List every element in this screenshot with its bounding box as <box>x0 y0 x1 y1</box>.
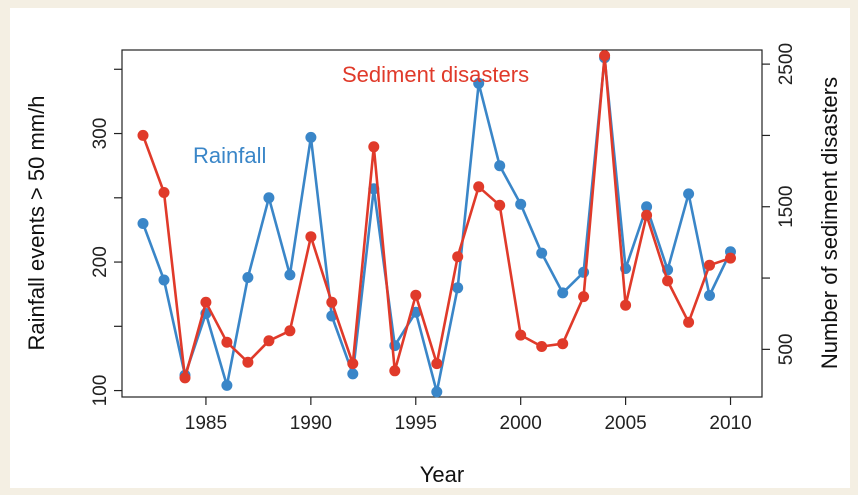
y-axis-left: 100 200 300 <box>90 68 122 407</box>
series-layer <box>137 50 736 398</box>
sediment-disasters-point <box>620 299 632 311</box>
y-axis-right-title: Number of sediment disasters <box>817 77 842 369</box>
rainfall-point <box>158 274 170 286</box>
rainfall-point <box>242 272 254 283</box>
annotation-rainfall: Rainfall <box>193 143 266 168</box>
y-left-tick-label: 200 <box>90 246 111 278</box>
x-tick-label: 1990 <box>290 413 332 434</box>
rainfall-point <box>683 188 695 200</box>
sediment-disasters-point <box>200 296 212 308</box>
sediment-disasters-point <box>179 372 191 384</box>
plot-frame <box>121 49 763 398</box>
sediment-disasters-point <box>326 296 338 308</box>
sediment-disasters-point <box>515 329 527 341</box>
sediment-disasters-point <box>158 187 170 198</box>
rainfall-point <box>431 386 443 398</box>
sediment-disasters-point <box>599 50 611 62</box>
sediment-disasters-point <box>284 325 296 337</box>
rainfall-point <box>305 131 317 143</box>
sediment-disasters-point <box>641 209 653 221</box>
rainfall-point <box>704 290 715 301</box>
sediment-disasters-point <box>242 356 254 368</box>
x-tick-label: 2000 <box>500 413 542 434</box>
x-tick-label: 1995 <box>395 413 437 434</box>
sediment-disasters-point <box>305 231 317 243</box>
rainfall-point <box>641 201 653 213</box>
sediment-disasters-point <box>473 181 485 193</box>
sediment-disasters-point <box>704 259 715 271</box>
sediment-disasters-point <box>494 199 506 211</box>
sediment-disasters-point <box>452 251 464 263</box>
x-tick-label: 2010 <box>709 413 751 434</box>
sediment-disasters-point <box>683 316 695 328</box>
rainfall-point <box>284 269 296 281</box>
rainfall-point <box>221 379 233 391</box>
rainfall-point <box>452 282 464 294</box>
rainfall-point <box>494 160 506 172</box>
sediment-disasters-point <box>536 341 548 352</box>
rainfall-point <box>263 192 275 204</box>
x-tick-label: 2005 <box>604 413 646 434</box>
sediment-disasters-point <box>410 289 422 301</box>
y-axis-right: 500 1500 2500 <box>762 43 797 365</box>
rainfall-point <box>578 266 590 278</box>
annotation-sediment-disasters: Sediment disasters <box>342 62 529 87</box>
y-left-tick-label: 100 <box>90 375 111 407</box>
y-right-tick-label: 500 <box>776 334 797 366</box>
sediment-disasters-point <box>557 338 569 350</box>
y-left-tick-label: 300 <box>90 118 111 150</box>
rainfall-point <box>557 287 569 299</box>
sediment-disasters-point <box>347 358 359 370</box>
rainfall-point <box>515 198 527 210</box>
y-axis-left-title: Rainfall events > 50 mm/h <box>24 96 49 351</box>
sediment-disasters-point <box>137 129 149 141</box>
sediment-disasters-point <box>389 365 401 377</box>
rainfall-point <box>137 218 149 229</box>
sediment-disasters-point <box>263 335 275 347</box>
sediment-disasters-point <box>725 252 736 264</box>
figure-panel <box>10 8 850 488</box>
sediment-disasters-point <box>431 358 443 370</box>
rainfall-point <box>536 247 548 259</box>
x-axis: 1985 1990 1995 2000 2005 2010 <box>185 397 752 434</box>
sediment-disasters-point <box>578 291 590 303</box>
sediment-disasters-point <box>662 275 674 287</box>
y-right-tick-label: 1500 <box>776 186 797 228</box>
rainfall-point <box>347 368 359 380</box>
sediment-disasters-point <box>368 141 380 153</box>
x-tick-label: 1985 <box>185 413 227 434</box>
y-right-tick-label: 2500 <box>776 43 797 85</box>
x-axis-title: Year <box>420 462 464 487</box>
sediment-disasters-point <box>221 336 233 348</box>
rainfall-point <box>473 77 485 89</box>
